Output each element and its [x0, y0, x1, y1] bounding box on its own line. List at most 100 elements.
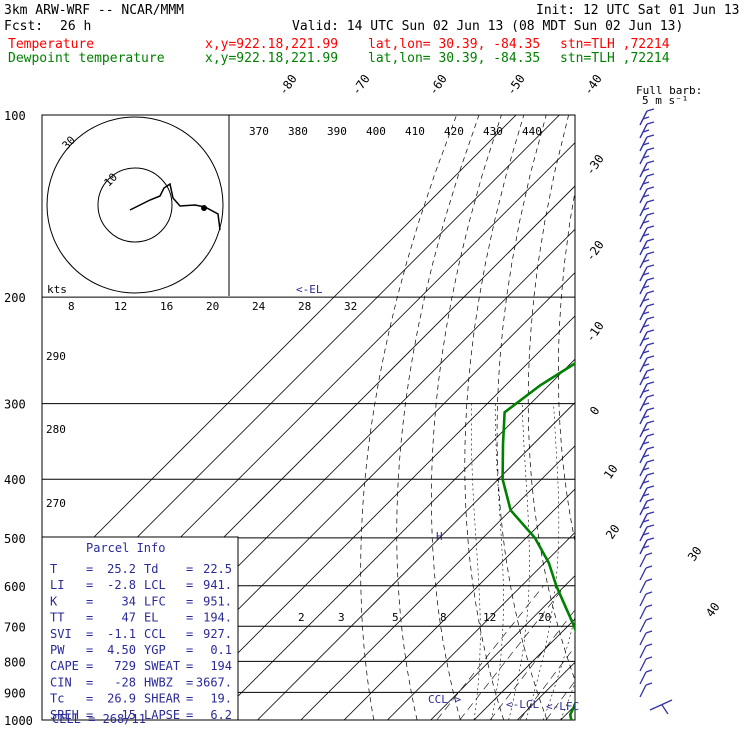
dry-adiabat: [360, 115, 457, 720]
wind-barb: [639, 173, 655, 191]
wind-barb: [639, 656, 653, 672]
mixing-ratio-line: [436, 585, 544, 720]
mixing-ratio-line: [489, 609, 575, 720]
dewpoint-point: [504, 411, 506, 413]
wind-barb: [639, 420, 655, 438]
parcel-value: 26.9: [107, 692, 136, 706]
dewpoint-point: [564, 606, 567, 608]
dewpoint-point: [573, 705, 575, 708]
temperature-point: [590, 692, 591, 693]
parcel-equals: =: [86, 611, 93, 625]
wind-barb: [639, 472, 655, 490]
dewpoint-point: [662, 162, 663, 163]
isotherm-label: -40: [581, 72, 605, 98]
wind-barb-surface: [661, 704, 669, 715]
pressure-label: 600: [4, 580, 26, 594]
wind-barb-surface: [649, 699, 673, 711]
parcel-key: CAPE: [50, 659, 79, 673]
pressure-label: 900: [4, 686, 26, 700]
wind-barb: [639, 134, 655, 152]
parcel-value: 0.1: [210, 643, 232, 657]
wind-barb: [639, 643, 653, 659]
dry-adiabat: [558, 190, 575, 543]
parcel-equals: =: [186, 708, 193, 722]
isotherm-line: [343, 488, 575, 720]
dewpoint-point: [609, 238, 610, 239]
temperature-point: [604, 661, 605, 662]
fcst-value: 26 h: [60, 19, 91, 34]
parcel-value: 4.50: [107, 643, 136, 657]
wind-barb: [639, 537, 655, 555]
parcel-key: SWEAT: [144, 659, 180, 673]
isotherm-line: [517, 661, 575, 720]
hodograph-speed-label: 8: [68, 300, 75, 313]
temperature-line: [583, 115, 740, 720]
hodograph-speed-label: 16: [160, 300, 173, 313]
temperature-point: [630, 537, 631, 538]
hodograph-trace: [129, 182, 221, 231]
dewpoint-point: [510, 509, 512, 511]
pressure-label: 200: [4, 291, 26, 305]
parcel-value: 19.: [210, 692, 232, 706]
dewpoint-point: [579, 692, 580, 693]
dry-adiabat: [616, 115, 720, 720]
wind-barb: [639, 368, 655, 386]
temperature-point: [636, 479, 637, 480]
wind-barb: [639, 604, 653, 620]
wind-barb: [639, 394, 655, 412]
temperature-point: [596, 677, 597, 678]
dewpoint-point: [693, 114, 694, 115]
parcel-value: 729: [114, 659, 136, 673]
isotherm-line: [604, 115, 740, 720]
isotherm-line: [170, 315, 575, 720]
dewpoint-point: [555, 585, 557, 587]
parcel-equals: =: [86, 659, 93, 673]
dewpoint-point: [581, 677, 582, 678]
moist-adiabat: [560, 682, 575, 720]
wind-barb: [639, 630, 653, 646]
wind-barb: [639, 446, 655, 464]
pressure-label: 100: [4, 109, 26, 123]
dewpoint-legend: Dewpoint temperature: [8, 51, 165, 66]
parcel-value: 3667.: [196, 675, 232, 689]
dew-stn: stn=TLH ,72214: [560, 51, 670, 66]
theta-label: 440: [522, 125, 542, 138]
el-marker: <-EL: [296, 283, 323, 296]
dewpoint-point: [631, 203, 632, 204]
hodograph-speed-label: 24: [252, 300, 266, 313]
hodograph-ring-inner: [97, 167, 173, 243]
wind-barb: [639, 485, 655, 503]
wind-barb: [639, 212, 655, 230]
parcel-equals: =: [186, 643, 193, 657]
parcel-value: -2.8: [107, 578, 136, 592]
ccl-marker: CCL->: [428, 693, 461, 706]
parcel-value: 22.5: [203, 562, 232, 576]
wind-barb: [639, 225, 655, 243]
theta-label: 370: [249, 125, 269, 138]
parcel-value: 941.: [203, 578, 232, 592]
wind-barb: [639, 565, 653, 581]
pressure-label: 400: [4, 473, 26, 487]
temperature-point: [618, 585, 619, 586]
moist-adiabat: [578, 404, 676, 720]
isotherm-line: [42, 115, 517, 590]
parcel-key: CIN: [50, 675, 72, 689]
fcst-label: Fcst:: [4, 19, 43, 34]
parcel-info-box: Parcel Info T = 25.2 Td = 22.5 LI = -2.8 LCL = 941.…: [41, 536, 239, 726]
theta-side-label: 290: [46, 350, 66, 363]
barb-note-2: 5 m s⁻¹: [642, 94, 688, 107]
parcel-value: 194.: [203, 611, 232, 625]
parcel-equals: =: [86, 708, 93, 722]
wind-barb: [639, 433, 655, 451]
dewpoint-point: [502, 478, 504, 480]
parcel-equals: =: [186, 562, 193, 576]
mixing-ratio-line: [459, 585, 566, 720]
lcl-marker: <-LCL: [506, 698, 539, 711]
parcel-value: 6.2: [210, 708, 232, 722]
valid-time: Valid: 14 UTC Sun 02 Jun 13 (08 MDT Sun …: [292, 19, 683, 34]
dewpoint-point: [604, 333, 605, 334]
dewpoint-point: [569, 714, 571, 716]
dewpoint-point: [548, 562, 550, 564]
temperature-point: [584, 719, 585, 720]
wind-barb: [639, 290, 655, 308]
